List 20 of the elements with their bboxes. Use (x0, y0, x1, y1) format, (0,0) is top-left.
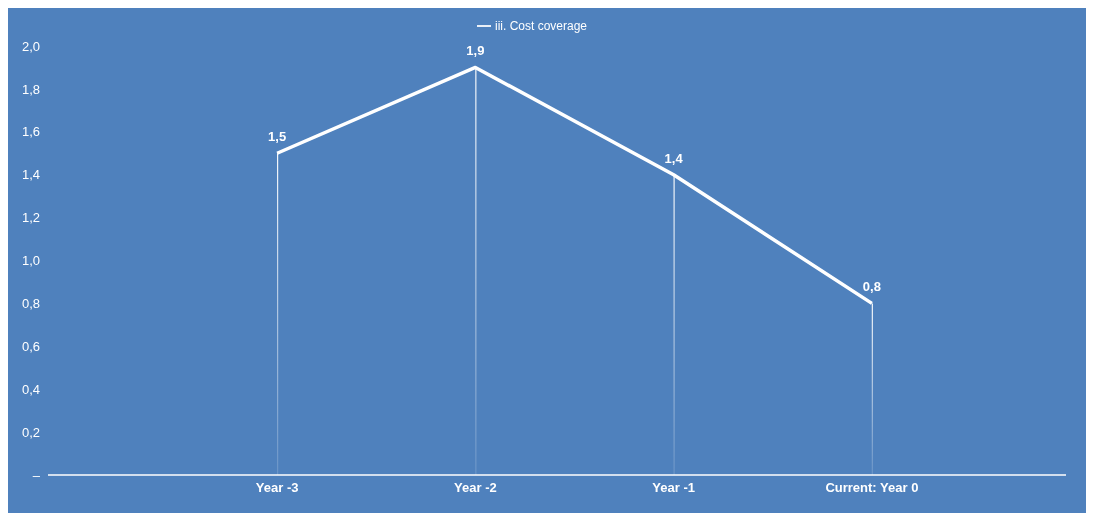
x-tick-label: Year -3 (255, 480, 299, 496)
text: 1,9 (466, 43, 485, 59)
y-tick-label: 0,4 (21, 381, 40, 397)
y-tick-label: 1,4 (21, 167, 40, 183)
text: 0,8 (862, 279, 881, 295)
x-tick-label: Current: Year 0 (825, 480, 919, 496)
text: 1,4 (664, 150, 683, 166)
y-tick-label: 0,6 (21, 338, 40, 354)
y-tick-label: 1,0 (21, 253, 40, 269)
y-tick-label: 0,2 (21, 424, 40, 440)
y-tick-label: 1,6 (21, 124, 40, 140)
text: 1,5 (268, 129, 287, 145)
x-tick-label: Year -1 (652, 480, 695, 496)
y-tick-label: 2,0 (21, 38, 40, 54)
y-tick-label: – (32, 467, 41, 483)
y-tick-label: 1,8 (21, 81, 40, 97)
y-tick-label: 1,2 (21, 210, 40, 226)
legend-label: iii. Cost coverage (494, 19, 588, 33)
x-tick-label: Year -2 (454, 480, 497, 496)
y-tick-label: 0,8 (21, 296, 40, 312)
